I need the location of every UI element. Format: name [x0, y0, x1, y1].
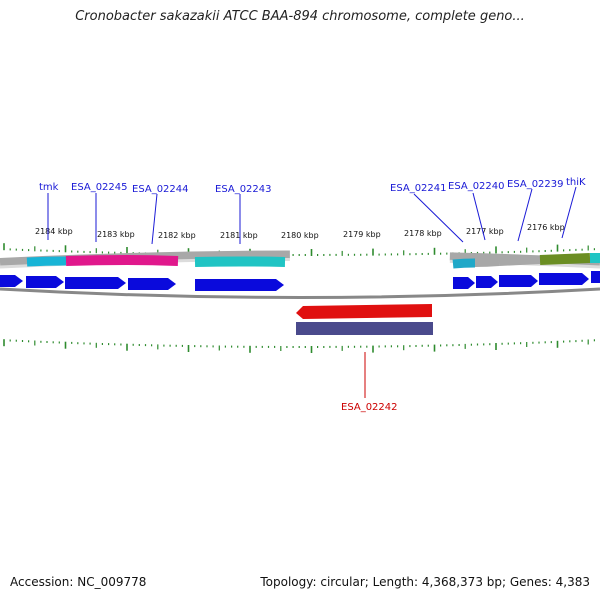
- scale-label: 2184 kbp: [35, 227, 73, 236]
- cds-forward-track: [0, 271, 600, 291]
- feature-esa-02240: [474, 258, 500, 267]
- scale-label: 2181 kbp: [220, 231, 258, 240]
- label-line-thik: [561, 186, 577, 239]
- feature-esa-02243: [194, 256, 286, 267]
- cds-arrow: [591, 271, 600, 283]
- cds-reverse-track: [296, 304, 433, 335]
- cds-arrow: [195, 279, 284, 291]
- scale-label: 2183 kbp: [97, 230, 135, 239]
- scale-label: 2176 kbp: [527, 223, 565, 232]
- gene-reverse-bar: [296, 322, 433, 335]
- cds-arrow: [65, 277, 126, 289]
- map-title: Cronobacter sakazakii ATCC BAA-894 chrom…: [75, 9, 525, 24]
- feature-esa-02244: [126, 255, 179, 266]
- accession-text: Accession: NC_009778: [10, 575, 147, 589]
- feature-esa-02239: [498, 256, 541, 266]
- gene-label-esa-02242: ESA_02242: [341, 402, 398, 413]
- gene-label-tmk: tmk: [39, 182, 59, 193]
- cds-reverse-arrow: [296, 304, 432, 319]
- gene-label-esa-02243: ESA_02243: [215, 184, 272, 195]
- feature-esa-02245: [65, 255, 128, 266]
- gene-label-lines: [47, 186, 577, 245]
- feature-esa-02241: [452, 258, 476, 269]
- scale-label: 2182 kbp: [158, 231, 196, 240]
- reverse-gene-labels: ESA_02242: [341, 352, 398, 413]
- label-line-esa-02241: [413, 193, 464, 243]
- cds-arrow: [499, 275, 538, 287]
- gene-label-esa-02245: ESA_02245: [71, 182, 128, 193]
- cds-arrow: [26, 276, 64, 288]
- feature-tmk: [26, 256, 67, 267]
- cds-arrow: [476, 276, 498, 288]
- scale-label: 2178 kbp: [404, 229, 442, 238]
- gene-label-esa-02240: ESA_02240: [448, 181, 505, 192]
- scale-label: 2180 kbp: [281, 231, 319, 240]
- cds-arrow: [539, 273, 589, 285]
- gene-labels: tmk ESA_02245 ESA_02244 ESA_02243 ESA_02…: [39, 177, 586, 195]
- scale-label: 2179 kbp: [343, 230, 381, 239]
- backbone-curve: [0, 287, 600, 299]
- gene-label-esa-02241: ESA_02241: [390, 183, 447, 194]
- cds-arrow: [0, 275, 23, 287]
- cds-arrow: [128, 278, 176, 290]
- gene-label-esa-02244: ESA_02244: [132, 184, 189, 195]
- label-line-esa-02244: [151, 193, 158, 245]
- feature-track: [0, 250, 600, 269]
- gene-label-thik: thiK: [566, 177, 586, 188]
- feature-thik: [539, 253, 591, 265]
- scale-labels: 2184 kbp 2183 kbp 2182 kbp 2181 kbp 2180…: [35, 223, 565, 240]
- scale-label: 2177 kbp: [466, 227, 504, 236]
- label-line-esa-02239: [517, 188, 533, 242]
- tick-row-bottom: [3, 339, 596, 353]
- gene-label-esa-02239: ESA_02239: [507, 179, 564, 190]
- cds-arrow: [453, 277, 475, 289]
- topology-text: Topology: circular; Length: 4,368,373 bp…: [260, 575, 590, 589]
- label-line-esa-02240: [472, 192, 486, 241]
